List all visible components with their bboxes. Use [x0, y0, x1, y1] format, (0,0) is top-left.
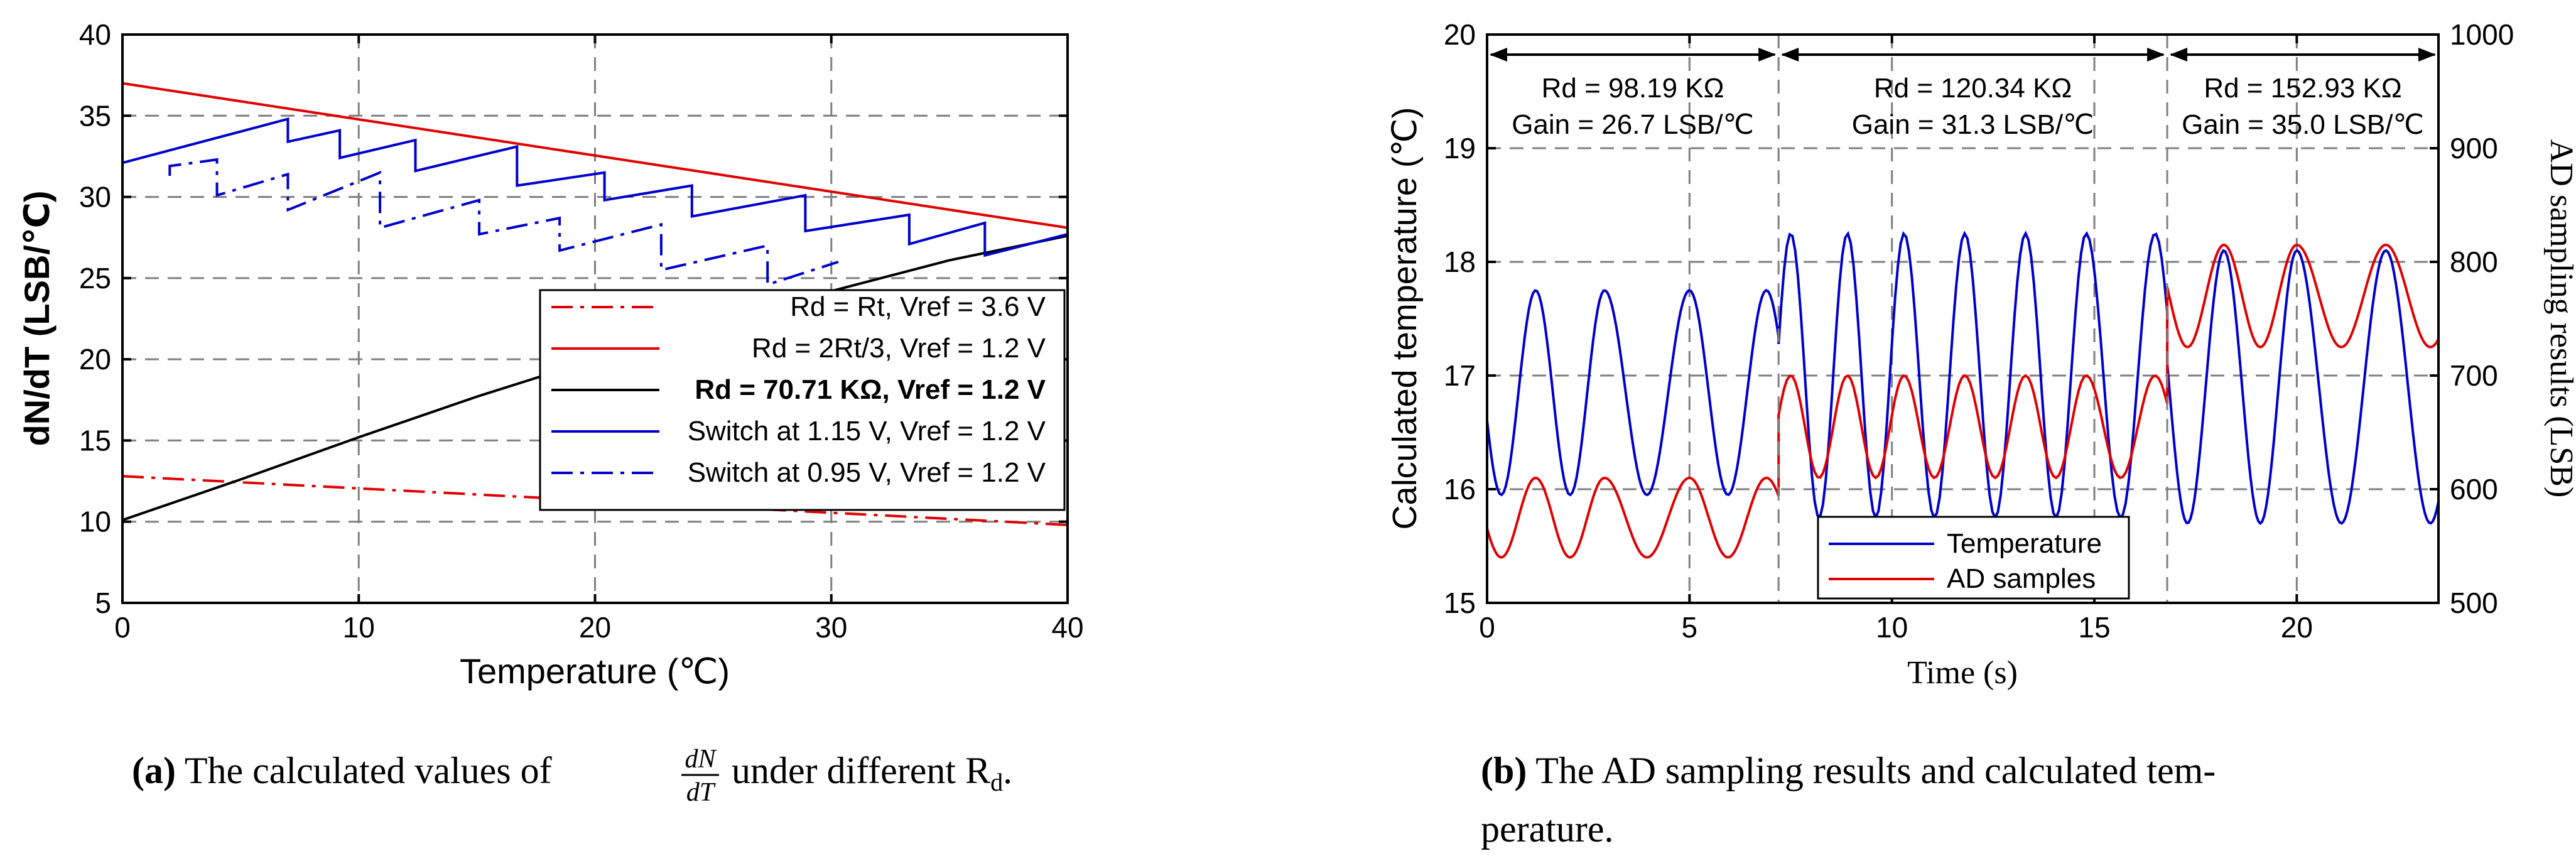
caption-b-line1: The AD sampling results and calculated t… — [1535, 750, 2216, 791]
panel-a-legend-label-4: Switch at 0.95 V, Vref = 1.2 V — [688, 457, 1046, 488]
panel-a-x-tick-label: 30 — [815, 611, 847, 644]
panel-b-y-tick-label: 20 — [1444, 18, 1476, 51]
panel-b-x-tick-label: 0 — [1479, 611, 1495, 644]
panel-a-ticks — [121, 33, 1069, 604]
panel-a-legend: Rd = Rt, Vref = 3.6 V Rd = 2Rt/3, Vref = … — [539, 289, 1066, 511]
panel-b-segment-arrowhead-right — [2147, 48, 2165, 62]
panel-a-y-tick-label: 10 — [79, 506, 111, 538]
panel-b-chart: Rd = 98.19 KΩ Gain = 26.7 LSB/℃ Rd = 120.3… — [1386, 18, 2576, 691]
caption-b-label: (b) — [1481, 750, 1527, 791]
panel-b-x-tick-labels: 0 5 10 15 20 — [1479, 611, 2313, 644]
panel-a-x-tick-label: 20 — [579, 611, 611, 644]
panel-a-x-tick-labels: 0 10 20 30 40 — [114, 611, 1083, 644]
panel-a-chart: 0 10 20 30 40 5 10 15 20 25 30 35 40 Temperature (℃… — [17, 18, 1084, 691]
panel-b-segment-labels: Rd = 98.19 KΩ Gain = 26.7 LSB/℃ Rd = 120.3… — [1512, 73, 2424, 140]
caption-a-label: (a) — [132, 750, 176, 791]
panel-b-plot-area — [1487, 35, 2438, 603]
panel-a-legend-box — [539, 289, 1066, 511]
panel-a-y-tick-label: 15 — [79, 424, 111, 457]
panel-a-series-line-3 — [122, 117, 1068, 257]
panel-a-x-tick-label: 0 — [114, 611, 131, 644]
panel-b-right-y-axis-label: AD sampling results (LSB) — [2543, 139, 2576, 498]
panel-a-y-tick-label: 35 — [79, 99, 111, 132]
panel-b-segment-arrowhead-left — [1490, 48, 1507, 62]
panel-b-y-tick-label: 18 — [1444, 246, 1476, 278]
panel-b-legend-label-1: AD samples — [1947, 563, 2096, 594]
caption-a-prefix: The calculated values of — [185, 750, 552, 791]
panel-b-legend: Temperature AD samples — [1817, 516, 2130, 600]
caption-a-frac-den: dT — [686, 778, 716, 807]
caption-a-end: . — [1003, 750, 1012, 791]
panel-a-y-tick-label: 40 — [79, 18, 111, 51]
panel-b-segment-arrowhead-right — [2418, 48, 2436, 62]
panel-b-segment-gain-label: Gain = 31.3 LSB/℃ — [1852, 109, 2094, 140]
panel-a-x-axis-label: Temperature (℃) — [460, 651, 730, 691]
panel-b-x-tick-label: 5 — [1682, 611, 1698, 644]
panel-a-y-tick-label: 30 — [79, 181, 111, 214]
panel-b-right-y-tick-label: 900 — [2450, 132, 2498, 165]
panel-b-x-axis-label: Time (s) — [1907, 655, 2018, 691]
panel-b-segment-arrowhead-right — [1758, 48, 1777, 62]
panel-a-legend-label-0: Rd = Rt, Vref = 3.6 V — [790, 291, 1046, 322]
panel-b-right-y-tick-label: 600 — [2450, 473, 2498, 506]
panel-a-legend-label-3: Switch at 1.15 V, Vref = 1.2 V — [688, 416, 1046, 447]
panel-b-segment-dividers — [1777, 35, 2168, 603]
caption-b-line1-text: (b) The AD sampling results and calculat… — [1481, 750, 2216, 791]
panel-b-y-tick-label: 16 — [1444, 473, 1476, 506]
panel-a-y-tick-labels: 5 10 15 20 25 30 35 40 — [79, 18, 111, 619]
panel-b-series-line-0 — [1486, 230, 2440, 526]
panel-b-legend-label-0: Temperature — [1947, 528, 2102, 559]
panel-b-series-line-1 — [1486, 243, 2440, 559]
panel-b-y-tick-label: 17 — [1444, 359, 1476, 392]
panel-b-segment-rd-label: Rd = 120.34 KΩ — [1874, 73, 2072, 104]
panel-b-right-y-tick-label: 800 — [2450, 246, 2498, 278]
caption-a-text: (a) The calculated values of — [132, 750, 552, 791]
caption-a-suffix: under different R — [732, 750, 990, 791]
caption-a-frac-num: dN — [685, 745, 717, 774]
caption-a-subscript: d — [990, 768, 1003, 796]
panel-b-segment-rd-label: Rd = 152.93 KΩ — [2204, 73, 2401, 104]
caption-b: (b) The AD sampling results and calculat… — [1481, 750, 2216, 850]
panel-b-right-y-tick-label: 700 — [2450, 359, 2498, 392]
panel-b-legend-box — [1817, 516, 2130, 600]
panel-b-right-y-tick-label: 500 — [2450, 587, 2498, 619]
panel-a-series-line-4 — [168, 158, 839, 286]
panel-b-segment-gain-label: Gain = 26.7 LSB/℃ — [1512, 109, 1754, 140]
caption-a: (a) The calculated values of dN dT under… — [132, 745, 1012, 807]
panel-b-frame — [1486, 33, 2440, 604]
panel-b-x-tick-label: 15 — [2078, 611, 2110, 644]
panel-a-series-line-1 — [122, 82, 1068, 229]
panel-a-y-axis-label: dN/dT (LSB/℃) — [17, 191, 57, 447]
panel-b-right-y-tick-label: 1000 — [2450, 18, 2514, 51]
panel-a-y-tick-label: 25 — [79, 262, 111, 295]
panel-b-y-axis-label: Calculated temperature (℃) — [1386, 107, 1424, 530]
panel-a-legend-label-2: Rd = 70.71 KΩ, Vref = 1.2 V — [695, 374, 1046, 405]
panel-b-y-tick-label: 19 — [1444, 132, 1476, 165]
panel-b-x-tick-label: 20 — [2281, 611, 2313, 644]
panel-a-legend-label-1: Rd = 2Rt/3, Vref = 1.2 V — [752, 333, 1046, 364]
panel-b-right-y-tick-labels: 500 600 700 800 900 1000 — [2450, 18, 2514, 619]
caption-b-line2: perature. — [1481, 808, 1614, 850]
panel-b-series — [1486, 230, 2440, 559]
panel-a-x-tick-label: 40 — [1051, 611, 1083, 644]
panel-b-segment-gain-label: Gain = 35.0 LSB/℃ — [2182, 109, 2424, 140]
panel-a-y-tick-label: 5 — [95, 587, 111, 619]
panel-a-x-tick-label: 10 — [343, 611, 375, 644]
panel-a-y-tick-label: 20 — [79, 343, 111, 376]
panel-b-segment-arrows — [1490, 48, 2436, 62]
caption-a-suffix-text: under different Rd. — [732, 750, 1012, 796]
panel-b-y-tick-labels: 15 16 17 18 19 20 — [1444, 18, 1476, 619]
panel-b-segment-rd-label: Rd = 98.19 KΩ — [1542, 73, 1724, 104]
panel-b-y-tick-label: 15 — [1444, 587, 1476, 619]
panel-b-segment-arrowhead-left — [1781, 48, 1799, 62]
panel-b-x-tick-label: 10 — [1876, 611, 1908, 644]
panel-b-segment-arrowhead-left — [2170, 48, 2188, 62]
